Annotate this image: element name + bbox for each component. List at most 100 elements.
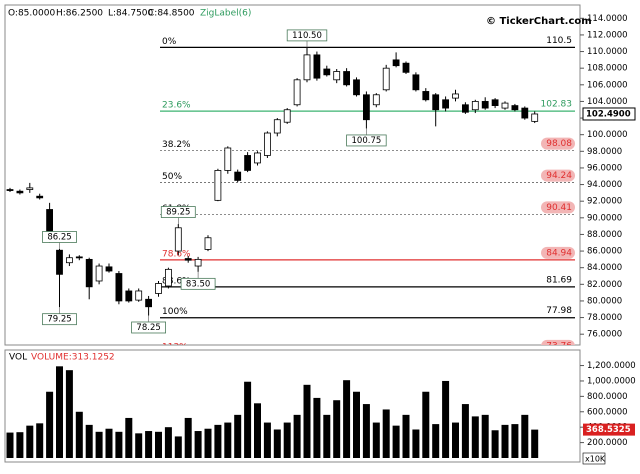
candle-body [333, 71, 341, 81]
volume-bar [234, 414, 242, 458]
volume-bar [214, 424, 222, 458]
volume-bar [481, 414, 489, 458]
fib-value-badge [541, 246, 575, 259]
volume-bar [115, 431, 123, 458]
volume-bar [382, 409, 390, 458]
fib-value-badge [541, 339, 575, 345]
fib-value-badge [541, 137, 575, 150]
fib-name: 50% [162, 172, 182, 182]
candle-body [75, 256, 83, 259]
volume-bar [6, 432, 14, 458]
y-tick-label: 100.0000 [587, 130, 628, 140]
volume-subtitle: VOLUME:313.1252 [31, 353, 115, 363]
volume-bar [362, 404, 370, 458]
candle-body [362, 94, 370, 121]
y-tick-label: 1,200.0000 [587, 361, 636, 371]
candle-body [145, 298, 153, 308]
candle-body [353, 79, 360, 96]
volume-bar [372, 422, 380, 458]
volume-bar [145, 431, 153, 458]
candle-body [471, 101, 479, 111]
volume-bar [392, 425, 400, 458]
zig-label: 78.25 [136, 323, 160, 333]
volume-bar [224, 422, 232, 458]
price-plot: 0%110.523.6%102.8338.2%98.0850%94.2461.8… [6, 29, 575, 352]
zig-box [286, 29, 328, 42]
candle-body [224, 147, 232, 171]
candle-body [6, 189, 14, 191]
volume-bar [501, 424, 509, 458]
y-tick-label: 110.0000 [587, 47, 628, 57]
volume-bar [85, 424, 93, 458]
y-tick-label: 800.0000 [587, 392, 628, 402]
candle-body [442, 99, 450, 109]
volume-bar [452, 422, 459, 458]
candle-body [382, 67, 390, 91]
candle-body [26, 187, 34, 190]
candle-body [85, 258, 93, 288]
fib-value: 77.98 [546, 306, 572, 316]
fib-value-badge [541, 201, 575, 214]
unit-box [582, 452, 606, 465]
volume-bar [105, 428, 113, 458]
candle-body [521, 107, 529, 119]
candle-body [234, 171, 242, 181]
volume-bar [333, 400, 341, 458]
volume-bar [442, 380, 450, 458]
fib-value: 98.08 [546, 139, 572, 149]
fib-name: 38.2% [162, 140, 191, 150]
fib-value: 73.76 [546, 341, 572, 351]
fib-name: 88.6% [162, 276, 191, 286]
fib-name: 23.6% [162, 101, 191, 111]
candle-body [461, 104, 469, 113]
candle-body [481, 101, 489, 109]
zig-box [160, 206, 196, 218]
candle-body [164, 268, 172, 287]
candle-body [105, 266, 113, 272]
candle-body [174, 227, 182, 252]
last-volume-box [583, 423, 635, 436]
fib-value: 94.24 [546, 171, 572, 181]
volume-bar [125, 417, 133, 458]
indicator-label: ZigLabel(6) [200, 9, 251, 19]
candle-body [511, 105, 519, 111]
y-tick-label: 1,000.0000 [587, 376, 636, 386]
candle-body [254, 152, 261, 164]
volume-panel [4, 349, 581, 463]
y-tick-label: 98.0000 [587, 147, 622, 157]
y-tick-label: 92.0000 [587, 197, 622, 207]
candle-body [273, 119, 281, 134]
candle-body [66, 257, 73, 264]
fib-name: 113% [162, 342, 188, 352]
volume-bar [402, 414, 410, 458]
volume-bar [46, 391, 54, 458]
volume-bar [412, 429, 420, 458]
y-tick-label: 88.0000 [587, 230, 622, 240]
price-panel [4, 4, 581, 346]
candle-body [155, 283, 162, 294]
volume-bar [521, 414, 529, 458]
candle-body [501, 102, 509, 109]
volume-bar [164, 427, 172, 458]
candle-body [313, 54, 321, 79]
candle-body [531, 113, 539, 122]
header-low: L:84.7500 [108, 9, 154, 19]
candle-body [412, 74, 420, 91]
volume-bar [263, 422, 271, 458]
volume-bar [26, 425, 34, 458]
volume-bar [323, 414, 331, 458]
fib-value: 84.94 [546, 248, 572, 258]
volume-bar [283, 422, 291, 458]
fib-name: 100% [162, 307, 188, 317]
candle-body [422, 91, 430, 101]
candle-body [452, 93, 459, 99]
zig-label: 89.25 [166, 208, 190, 218]
candle-body [293, 79, 301, 106]
volume-bar [135, 433, 143, 458]
zig-box [180, 277, 216, 290]
zig-label: 79.25 [47, 315, 71, 325]
zig-label: 110.50 [292, 31, 322, 41]
y-tick-label: 96.0000 [587, 163, 622, 173]
candle-body [115, 273, 123, 302]
volume-bar [313, 397, 321, 458]
